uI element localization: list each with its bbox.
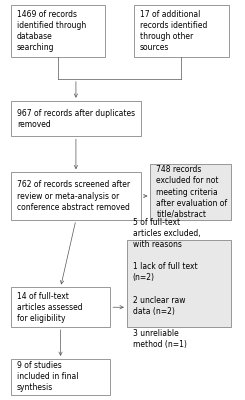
FancyBboxPatch shape <box>11 5 106 57</box>
Text: 967 of records after duplicates
removed: 967 of records after duplicates removed <box>17 108 135 129</box>
Text: 748 records
excluded for not
meeting criteria
after evaluation of
title/abstract: 748 records excluded for not meeting cri… <box>156 165 228 219</box>
FancyBboxPatch shape <box>11 101 141 136</box>
FancyBboxPatch shape <box>127 240 231 327</box>
FancyBboxPatch shape <box>11 287 110 327</box>
Text: 14 of full-text
articles assessed
for eligibility: 14 of full-text articles assessed for el… <box>17 292 82 323</box>
FancyBboxPatch shape <box>134 5 229 57</box>
FancyBboxPatch shape <box>150 164 231 220</box>
Text: 1469 of records
identified through
database
searching: 1469 of records identified through datab… <box>17 10 86 52</box>
Text: 5 of full-text
articles excluded,
with reasons

1 lack of full text
(n=2)

2 unc: 5 of full-text articles excluded, with r… <box>133 218 200 349</box>
Text: 762 of records screened after
review or meta-analysis or
conference abstract rem: 762 of records screened after review or … <box>17 180 130 212</box>
Text: 17 of additional
records identified
through other
sources: 17 of additional records identified thro… <box>140 10 207 52</box>
FancyBboxPatch shape <box>11 359 110 395</box>
FancyBboxPatch shape <box>11 172 141 220</box>
Text: 9 of studies
included in final
synthesis: 9 of studies included in final synthesis <box>17 361 78 392</box>
